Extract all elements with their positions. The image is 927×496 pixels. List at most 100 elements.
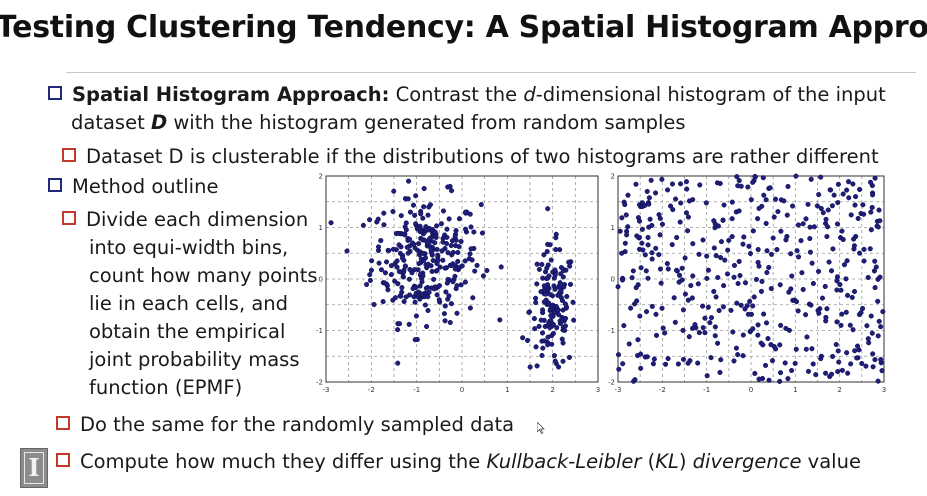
data-point xyxy=(844,187,850,193)
data-point xyxy=(649,303,655,309)
data-point xyxy=(642,202,648,208)
data-point xyxy=(750,326,756,332)
data-point xyxy=(442,303,448,309)
data-point xyxy=(678,181,684,187)
logo-letter: I xyxy=(24,452,44,484)
data-point xyxy=(462,258,468,264)
data-point xyxy=(789,367,795,374)
data-point xyxy=(474,262,480,268)
data-point xyxy=(822,283,828,290)
data-point xyxy=(446,293,452,299)
data-point xyxy=(808,176,814,182)
data-point xyxy=(786,289,792,295)
data-point xyxy=(545,206,551,212)
data-point xyxy=(717,369,723,375)
data-point xyxy=(875,298,881,304)
data-point xyxy=(550,330,557,337)
data-point xyxy=(667,203,674,209)
data-point xyxy=(540,275,546,281)
data-point xyxy=(805,201,811,207)
data-point xyxy=(534,261,540,267)
data-point xyxy=(855,215,861,222)
y-tick-label: -1 xyxy=(608,327,615,335)
data-point xyxy=(876,207,882,213)
data-point xyxy=(411,267,418,273)
data-point xyxy=(818,356,824,362)
data-point xyxy=(700,237,706,243)
data-point xyxy=(711,288,717,294)
data-point xyxy=(752,370,758,377)
data-point xyxy=(762,362,769,368)
data-point xyxy=(747,298,753,304)
data-point xyxy=(718,239,724,245)
data-point xyxy=(619,215,625,221)
data-point xyxy=(819,295,826,301)
data-point xyxy=(685,228,691,234)
data-point xyxy=(771,214,777,220)
data-point xyxy=(404,244,410,250)
data-point xyxy=(643,309,650,315)
data-point xyxy=(818,205,824,211)
data-point xyxy=(810,361,816,367)
x-tick-label: 1 xyxy=(793,386,797,394)
bullet-D: D xyxy=(150,111,168,134)
data-point xyxy=(657,232,663,238)
data-point xyxy=(870,364,876,370)
data-point xyxy=(431,276,437,282)
data-point xyxy=(675,361,681,367)
data-point xyxy=(442,265,448,271)
data-point xyxy=(835,348,841,354)
data-point xyxy=(479,230,486,236)
data-point xyxy=(462,279,468,285)
data-point xyxy=(680,307,686,313)
square-bullet-icon xyxy=(62,211,76,225)
data-point xyxy=(455,249,461,256)
bullet-text: Method outline xyxy=(72,175,219,198)
data-point xyxy=(878,324,884,330)
data-point xyxy=(823,314,829,320)
data-point xyxy=(859,360,865,367)
data-point xyxy=(738,302,744,308)
data-point xyxy=(660,325,666,331)
data-point xyxy=(713,253,719,259)
data-point xyxy=(784,212,790,218)
data-point xyxy=(687,358,693,364)
data-point xyxy=(786,327,792,333)
data-point xyxy=(625,224,631,230)
data-point xyxy=(850,181,856,187)
data-point xyxy=(421,204,427,210)
data-point xyxy=(371,302,377,308)
data-point xyxy=(657,215,663,221)
data-point xyxy=(659,176,665,182)
data-point xyxy=(540,345,546,351)
data-point xyxy=(680,356,687,362)
data-point xyxy=(809,346,815,352)
data-point xyxy=(368,267,374,273)
data-point xyxy=(626,341,632,347)
data-point xyxy=(420,250,426,256)
data-point xyxy=(866,340,872,346)
data-point xyxy=(731,358,737,364)
data-point xyxy=(741,234,747,240)
data-point xyxy=(868,313,874,319)
data-point xyxy=(730,329,736,335)
data-point xyxy=(742,280,749,286)
data-point xyxy=(615,352,622,358)
data-point xyxy=(632,377,638,383)
data-point xyxy=(434,223,440,229)
data-point xyxy=(861,246,867,252)
data-point xyxy=(552,267,558,273)
data-point xyxy=(567,281,574,287)
data-point xyxy=(848,361,854,367)
data-point xyxy=(665,187,671,193)
data-point xyxy=(835,369,841,375)
data-point xyxy=(395,327,401,333)
data-point xyxy=(760,175,766,181)
data-point xyxy=(466,256,472,262)
data-point xyxy=(412,299,418,305)
data-point xyxy=(729,199,735,205)
data-point xyxy=(624,232,630,238)
bullet-text-2: -dimensional histogram of the input xyxy=(535,83,886,106)
data-point xyxy=(395,230,402,236)
